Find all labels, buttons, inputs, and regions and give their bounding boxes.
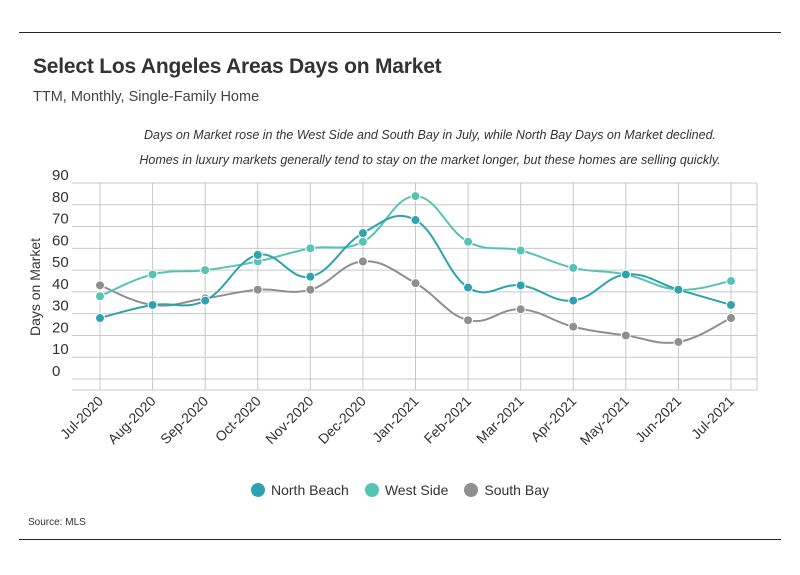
y-tick-label: 70 xyxy=(52,211,69,228)
y-tick-label: 50 xyxy=(52,254,69,271)
series-north-beach xyxy=(95,214,736,324)
x-tick-label: Feb-2021 xyxy=(421,393,475,447)
x-tick-label: Nov-2020 xyxy=(262,393,316,447)
data-point-south-bay[interactable] xyxy=(410,278,421,289)
data-point-north-beach[interactable] xyxy=(463,282,474,293)
data-point-north-beach[interactable] xyxy=(147,299,158,310)
x-tick-label: Jan-2021 xyxy=(369,393,422,446)
x-tick-label: Apr-2021 xyxy=(527,393,579,445)
data-point-west-side[interactable] xyxy=(463,236,474,247)
data-point-south-bay[interactable] xyxy=(463,315,474,326)
legend-item-west-side[interactable]: West Side xyxy=(364,482,449,498)
legend-label-south-bay: South Bay xyxy=(484,482,549,498)
y-tick-label: 10 xyxy=(52,341,69,358)
x-tick-label: Aug-2020 xyxy=(104,393,158,447)
data-point-south-bay[interactable] xyxy=(673,336,684,347)
source-note: Source: MLS xyxy=(28,517,86,528)
chart-title: Select Los Angeles Areas Days on Market xyxy=(33,55,442,78)
data-point-west-side[interactable] xyxy=(305,243,316,254)
legend-item-south-bay[interactable]: South Bay xyxy=(464,482,549,498)
legend-label-west-side: West Side xyxy=(384,482,449,498)
data-point-south-bay[interactable] xyxy=(515,304,526,315)
data-point-north-beach[interactable] xyxy=(515,280,526,291)
data-point-south-bay[interactable] xyxy=(95,280,105,291)
data-point-north-beach[interactable] xyxy=(726,299,736,310)
annotation-line-2: Homes in luxury markets generally tend t… xyxy=(139,153,721,167)
x-tick-label: Mar-2021 xyxy=(473,393,527,447)
bottom-rule xyxy=(19,539,781,540)
data-point-west-side[interactable] xyxy=(357,236,368,247)
data-point-north-beach[interactable] xyxy=(410,215,421,226)
legend-item-north-beach[interactable]: North Beach xyxy=(251,482,349,498)
y-tick-label: 20 xyxy=(52,319,69,336)
x-tick-label: May-2021 xyxy=(577,393,632,448)
y-axis-label: Days on Market xyxy=(27,238,43,336)
data-point-south-bay[interactable] xyxy=(357,256,368,267)
chart-subtitle: TTM, Monthly, Single-Family Home xyxy=(33,89,260,105)
y-tick-label: 80 xyxy=(52,189,69,206)
y-tick-label: 60 xyxy=(52,232,69,249)
data-point-north-beach[interactable] xyxy=(200,295,211,306)
data-point-north-beach[interactable] xyxy=(305,271,316,282)
data-point-north-beach[interactable] xyxy=(357,228,368,239)
legend: North Beach West Side South Bay xyxy=(0,482,800,498)
data-point-south-bay[interactable] xyxy=(620,330,631,341)
data-point-south-bay[interactable] xyxy=(726,313,736,324)
x-tick-label: Oct-2020 xyxy=(212,393,264,445)
data-point-south-bay[interactable] xyxy=(305,284,316,295)
data-point-north-beach[interactable] xyxy=(95,313,105,324)
legend-marker-south-bay xyxy=(464,483,479,497)
y-axis-ticks: 0 10 20 30 40 50 60 70 80 90 xyxy=(52,167,69,380)
data-point-north-beach[interactable] xyxy=(568,295,579,306)
y-tick-label: 90 xyxy=(52,167,69,184)
data-point-south-bay[interactable] xyxy=(252,284,263,295)
legend-marker-north-beach xyxy=(251,483,265,497)
series-lines xyxy=(95,191,736,347)
data-point-north-beach[interactable] xyxy=(673,284,684,295)
data-point-west-side[interactable] xyxy=(726,276,736,286)
x-tick-label: Jul-2021 xyxy=(688,393,737,442)
data-point-west-side[interactable] xyxy=(200,265,211,276)
data-point-west-side[interactable] xyxy=(515,245,526,256)
x-tick-label: Jun-2021 xyxy=(632,393,685,446)
x-tick-label: Dec-2020 xyxy=(315,393,369,447)
x-tick-label: Sep-2020 xyxy=(157,393,211,447)
y-tick-label: 40 xyxy=(52,276,69,293)
data-point-west-side[interactable] xyxy=(568,262,579,273)
grid xyxy=(72,182,758,391)
data-point-west-side[interactable] xyxy=(410,191,421,202)
annotation-line-1: Days on Market rose in the West Side and… xyxy=(143,128,717,142)
legend-label-north-beach: North Beach xyxy=(271,482,349,498)
y-tick-label: 30 xyxy=(52,298,69,315)
legend-marker-west-side xyxy=(364,483,379,497)
data-point-west-side[interactable] xyxy=(147,269,158,280)
data-point-west-side[interactable] xyxy=(95,291,105,302)
top-rule xyxy=(19,32,781,33)
data-point-south-bay[interactable] xyxy=(568,321,579,332)
data-point-north-beach[interactable] xyxy=(620,269,631,280)
data-point-north-beach[interactable] xyxy=(252,249,263,260)
x-tick-label: Jul-2020 xyxy=(57,393,106,442)
y-tick-label: 0 xyxy=(52,363,60,380)
